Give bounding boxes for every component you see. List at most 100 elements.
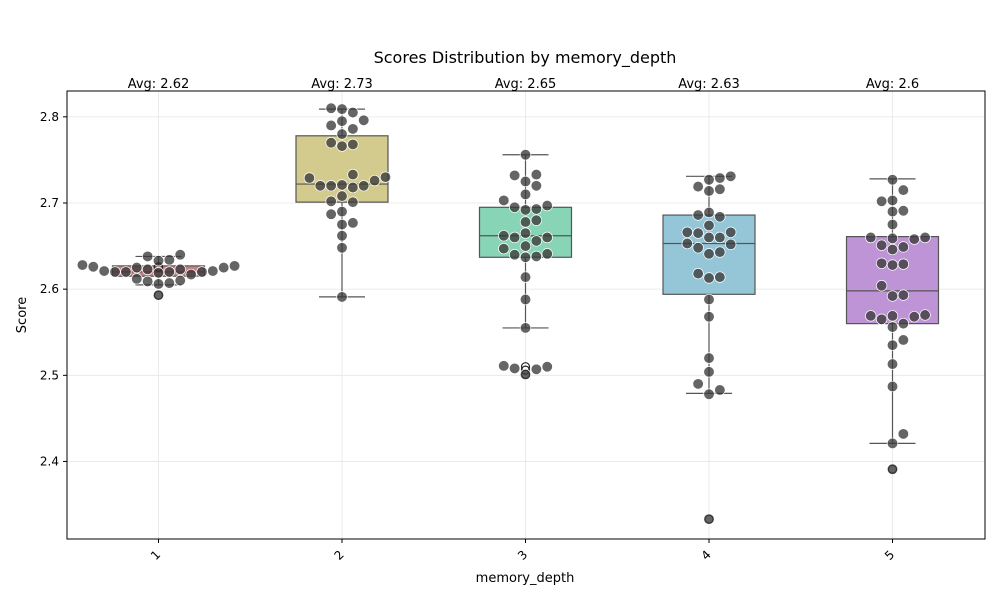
y-tick-label: 2.7: [40, 196, 59, 210]
data-points: [76, 102, 931, 525]
data-point: [163, 266, 176, 278]
data-point: [714, 271, 726, 283]
data-point: [714, 211, 726, 223]
data-point: [325, 119, 337, 132]
data-point: [508, 201, 521, 213]
data-point: [703, 206, 715, 219]
data-point: [336, 291, 348, 303]
data-point: [692, 242, 704, 254]
data-point: [541, 231, 553, 244]
data-point: [692, 378, 704, 390]
data-point: [325, 137, 337, 149]
data-point: [336, 115, 348, 127]
data-point: [875, 280, 888, 292]
data-point: [897, 289, 910, 301]
data-point: [886, 174, 899, 186]
data-point: [347, 217, 359, 229]
data-point: [141, 275, 154, 288]
data-point: [498, 230, 510, 242]
data-point: [530, 363, 543, 375]
data-point: [347, 106, 359, 119]
data-point: [519, 293, 532, 306]
data-point: [886, 358, 899, 370]
data-point: [703, 272, 715, 284]
data-point: [519, 188, 532, 201]
data-point: [174, 263, 186, 275]
data-point: [886, 243, 899, 256]
x-tick-label: 2: [332, 548, 347, 563]
data-point: [875, 313, 888, 325]
data-point: [703, 185, 715, 197]
data-point: [703, 311, 715, 323]
data-point: [703, 352, 715, 364]
data-point: [163, 254, 176, 266]
data-point: [336, 103, 348, 115]
data-point: [886, 194, 899, 207]
data-point: [498, 360, 510, 372]
data-point: [519, 251, 532, 263]
data-point: [325, 195, 337, 207]
data-point: [875, 257, 888, 269]
x-tick-label: 1: [148, 548, 163, 563]
data-point: [174, 274, 186, 287]
x-tick-label: 3: [515, 548, 530, 563]
data-point: [508, 231, 521, 244]
data-point: [897, 184, 910, 196]
data-point: [347, 181, 359, 194]
data-point: [163, 277, 176, 289]
data-point: [703, 248, 715, 260]
data-point: [519, 216, 532, 228]
data-point: [886, 259, 899, 271]
data-point: [692, 227, 704, 239]
data-point: [109, 266, 121, 278]
data-point: [886, 339, 899, 351]
data-point: [519, 204, 532, 216]
average-label: Avg: 2.73: [311, 77, 373, 92]
data-point: [919, 309, 931, 321]
data-point: [908, 233, 920, 245]
average-label: Avg: 2.63: [678, 77, 740, 92]
data-point: [508, 249, 521, 261]
data-point: [336, 242, 348, 254]
data-point: [908, 311, 920, 323]
y-tick-label: 2.5: [40, 368, 59, 382]
data-point: [519, 368, 532, 381]
x-axis-label: memory_depth: [476, 571, 575, 586]
data-point: [714, 172, 726, 184]
data-point: [725, 170, 737, 182]
data-point: [897, 241, 910, 253]
data-point: [152, 289, 165, 301]
data-point: [519, 271, 532, 283]
data-point: [681, 237, 693, 250]
data-point: [303, 172, 316, 184]
data-point: [379, 171, 392, 183]
data-point: [519, 175, 532, 188]
data-point: [358, 180, 370, 192]
data-point: [865, 231, 877, 244]
y-axis-ticks: 2.4 2.5 2.6 2.7 2.8: [40, 110, 67, 468]
data-point: [897, 334, 910, 346]
data-point: [141, 250, 154, 263]
data-point: [336, 205, 348, 218]
data-point: [120, 266, 132, 278]
data-point: [875, 239, 888, 251]
data-point: [865, 310, 877, 322]
data-point: [87, 261, 99, 273]
data-point: [228, 260, 241, 272]
data-point: [681, 226, 693, 238]
data-point: [141, 263, 154, 275]
data-point: [725, 226, 737, 238]
data-point: [875, 195, 888, 207]
data-point: [519, 240, 532, 252]
data-point: [358, 114, 370, 126]
data-point: [886, 290, 899, 302]
data-point: [714, 231, 726, 244]
data-point: [347, 138, 359, 151]
data-point: [347, 123, 359, 135]
data-point: [703, 388, 715, 400]
data-point: [325, 208, 337, 220]
data-point: [714, 246, 726, 258]
data-point: [530, 180, 543, 192]
data-point: [530, 235, 543, 247]
y-tick-label: 2.6: [40, 282, 59, 296]
